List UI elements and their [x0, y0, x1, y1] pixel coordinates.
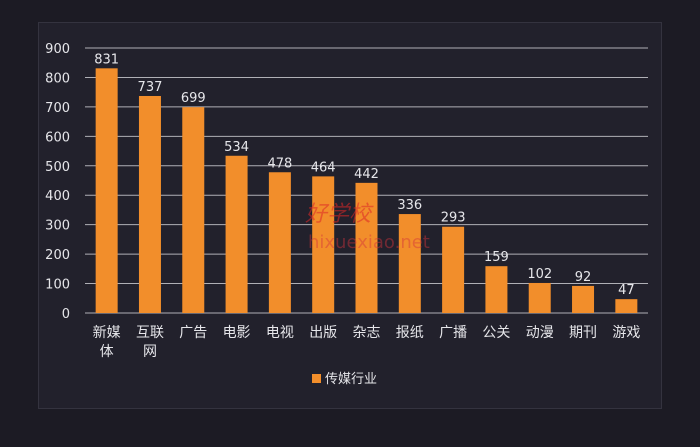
- y-tick-label: 500: [45, 160, 70, 175]
- bar: [95, 68, 118, 313]
- data-label: 336: [397, 198, 422, 213]
- data-label: 102: [527, 267, 552, 282]
- data-label: 159: [484, 250, 509, 265]
- y-tick-label: 200: [45, 248, 70, 263]
- bar: [225, 155, 248, 313]
- data-label: 699: [181, 91, 206, 106]
- bar: [442, 226, 465, 313]
- legend-swatch: [312, 374, 321, 383]
- x-tick-label: 广播: [439, 325, 467, 341]
- x-tick-label: 公关: [482, 325, 510, 341]
- data-label: 831: [94, 52, 119, 67]
- y-tick-label: 600: [45, 130, 70, 145]
- bar: [268, 172, 291, 313]
- y-tick-label: 300: [45, 219, 70, 234]
- y-tick-label: 700: [45, 101, 70, 116]
- x-tick-label: 新媒体: [93, 325, 121, 360]
- bar: [355, 182, 378, 313]
- data-label: 464: [311, 160, 336, 175]
- x-tick-label: 报纸: [396, 325, 424, 341]
- data-label: 92: [575, 270, 592, 285]
- x-tick-label: 游戏: [612, 325, 640, 341]
- bar: [615, 299, 638, 313]
- y-tick-label: 0: [62, 307, 70, 322]
- bar: [528, 282, 551, 313]
- data-label: 442: [354, 167, 379, 182]
- data-label: 478: [267, 156, 292, 171]
- data-label: 293: [441, 211, 466, 226]
- bar: [485, 266, 508, 313]
- y-tick-label: 900: [45, 42, 70, 57]
- y-tick-label: 100: [45, 278, 70, 293]
- bar: [182, 107, 205, 313]
- bar: [398, 214, 421, 313]
- x-tick-label: 广告: [179, 325, 207, 341]
- x-tick-label: 互联网: [136, 325, 164, 360]
- data-label: 47: [618, 283, 635, 298]
- bar: [312, 176, 335, 313]
- y-tick-label: 400: [45, 189, 70, 204]
- x-tick-label: 杂志: [353, 325, 381, 341]
- data-label: 534: [224, 140, 249, 155]
- bar: [572, 285, 595, 313]
- x-tick-label: 电视: [266, 325, 294, 341]
- x-tick-label: 期刊: [569, 325, 597, 341]
- x-tick-label: 电影: [223, 325, 251, 341]
- data-label: 737: [138, 80, 163, 95]
- x-tick-label: 出版: [309, 325, 337, 341]
- bar: [138, 95, 161, 313]
- y-tick-label: 800: [45, 71, 70, 86]
- x-tick-label: 动漫: [526, 325, 554, 341]
- legend-label: 传媒行业: [325, 372, 377, 387]
